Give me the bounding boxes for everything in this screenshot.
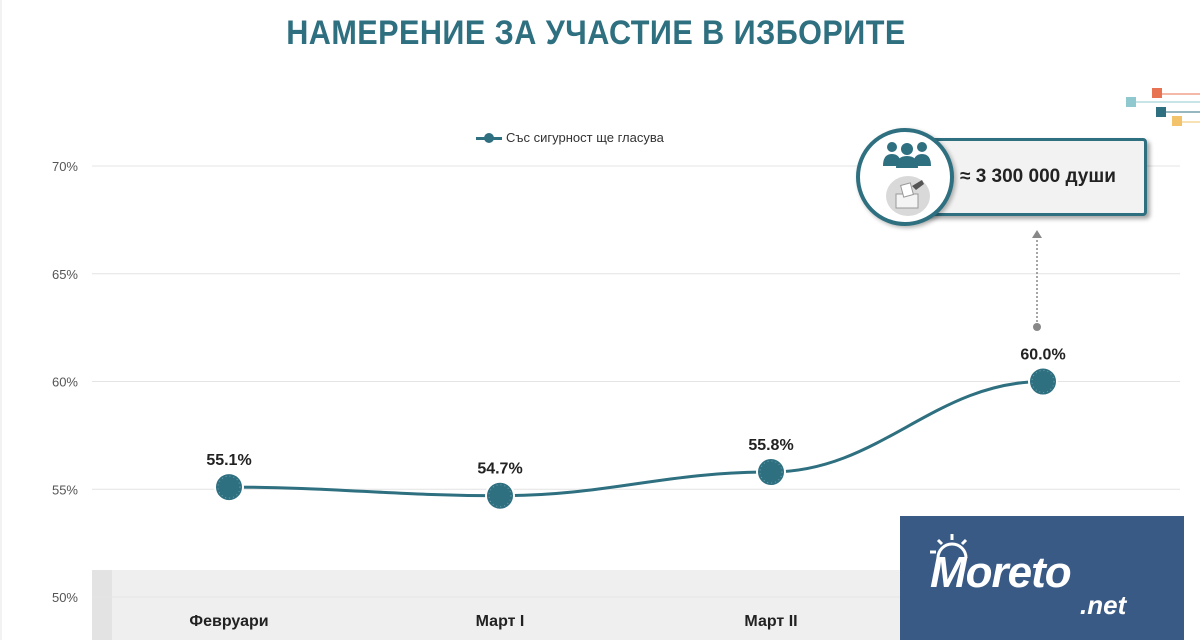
x-tick-label: Март II bbox=[744, 613, 797, 630]
data-point-texture bbox=[1031, 370, 1055, 393]
callout-text: ≈ 3 300 000 души bbox=[960, 166, 1116, 187]
watermark-suffix: .net bbox=[1080, 590, 1127, 620]
legend: Със сигурност ще гласува bbox=[476, 130, 664, 145]
x-tick-label: Март I bbox=[476, 613, 525, 630]
decorative-squares bbox=[1126, 88, 1200, 126]
legend-label: Със сигурност ще гласува bbox=[506, 130, 664, 145]
data-point-texture bbox=[217, 475, 241, 499]
data-point bbox=[214, 472, 244, 503]
legend-marker-icon bbox=[476, 132, 502, 143]
x-tick-label: Февруари bbox=[189, 613, 268, 630]
y-tick-label: 70% bbox=[52, 159, 78, 174]
data-label: 54.7% bbox=[477, 461, 522, 478]
ballot-box-image bbox=[886, 176, 930, 216]
chart-title: НАМЕРЕНИЕ ЗА УЧАСТИЕ В ИЗБОРИТЕ bbox=[286, 14, 906, 52]
callout-icon-circle bbox=[856, 128, 954, 226]
data-point bbox=[1028, 366, 1058, 397]
data-label: 55.8% bbox=[748, 437, 793, 454]
y-tick-label: 50% bbox=[52, 590, 78, 605]
y-tick-label: 65% bbox=[52, 267, 78, 282]
callout-pointer-dot bbox=[1033, 323, 1041, 331]
data-label: 55.1% bbox=[206, 452, 251, 469]
page-border bbox=[0, 0, 2, 640]
data-point bbox=[485, 480, 515, 511]
data-label: 60.0% bbox=[1020, 347, 1065, 364]
watermark-text: Moreto bbox=[930, 548, 1072, 597]
sun-icon bbox=[930, 534, 968, 558]
data-point-texture bbox=[759, 460, 783, 484]
data-point-texture bbox=[488, 484, 512, 508]
y-tick-label: 55% bbox=[52, 482, 78, 497]
data-point bbox=[756, 457, 786, 488]
x-axis-band-stripe bbox=[92, 570, 112, 640]
people-icon bbox=[883, 142, 931, 168]
series-line bbox=[228, 380, 1044, 498]
callout-pointer-arrow bbox=[1032, 230, 1042, 238]
watermark-logo bbox=[900, 516, 1184, 640]
y-tick-label: 60% bbox=[52, 375, 78, 390]
